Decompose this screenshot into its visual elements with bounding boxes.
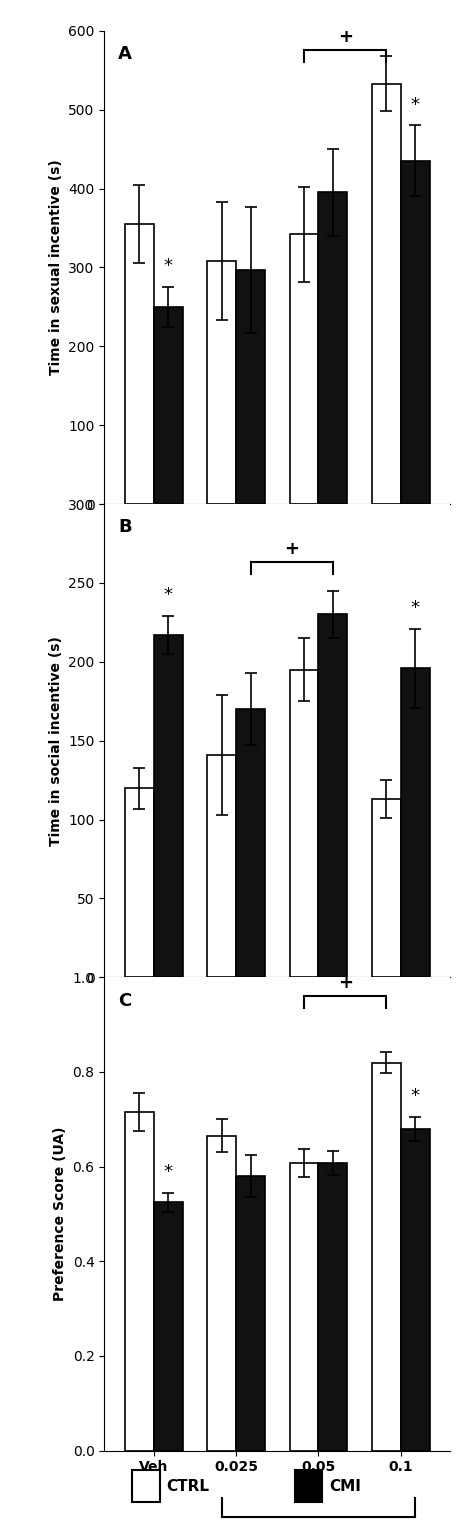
Bar xyxy=(236,271,265,504)
Bar xyxy=(154,307,182,504)
Y-axis label: Time in social incentive (s): Time in social incentive (s) xyxy=(49,636,63,845)
Bar xyxy=(401,1128,430,1451)
Bar xyxy=(319,192,347,504)
Bar xyxy=(319,1164,347,1451)
Text: Apomorphine mg/kg: Apomorphine mg/kg xyxy=(239,599,398,613)
Bar xyxy=(319,615,347,978)
Text: +: + xyxy=(338,28,353,46)
Text: +: + xyxy=(338,973,353,991)
Bar xyxy=(372,1062,401,1451)
Text: CTRL: CTRL xyxy=(166,1479,210,1494)
Text: *: * xyxy=(411,95,420,114)
Bar xyxy=(125,788,154,978)
Bar xyxy=(290,1164,319,1451)
Bar xyxy=(125,224,154,504)
Bar xyxy=(154,1202,182,1451)
Bar xyxy=(132,1471,160,1502)
Bar xyxy=(236,709,265,978)
Y-axis label: Time in sexual incentive (s): Time in sexual incentive (s) xyxy=(49,160,63,375)
Bar xyxy=(294,1471,322,1502)
Bar xyxy=(207,755,236,978)
Bar xyxy=(290,234,319,504)
Text: *: * xyxy=(411,599,420,616)
Bar xyxy=(401,161,430,504)
Text: CMI: CMI xyxy=(329,1479,361,1494)
Bar xyxy=(125,1113,154,1451)
Bar xyxy=(290,670,319,978)
Text: *: * xyxy=(411,1087,420,1105)
Bar xyxy=(207,1136,236,1451)
Text: B: B xyxy=(118,518,132,536)
Text: C: C xyxy=(118,991,131,1010)
Bar xyxy=(207,261,236,504)
Y-axis label: Preference Score (UA): Preference Score (UA) xyxy=(53,1127,67,1302)
Text: +: + xyxy=(284,539,299,558)
Text: *: * xyxy=(164,257,173,275)
Bar xyxy=(236,1176,265,1451)
Text: Apomorphine mg/kg: Apomorphine mg/kg xyxy=(239,1071,398,1087)
Text: *: * xyxy=(164,586,173,604)
Bar xyxy=(372,799,401,978)
Bar xyxy=(372,83,401,504)
Bar xyxy=(154,635,182,978)
Text: *: * xyxy=(164,1164,173,1180)
Bar xyxy=(401,669,430,978)
Text: A: A xyxy=(118,45,132,63)
